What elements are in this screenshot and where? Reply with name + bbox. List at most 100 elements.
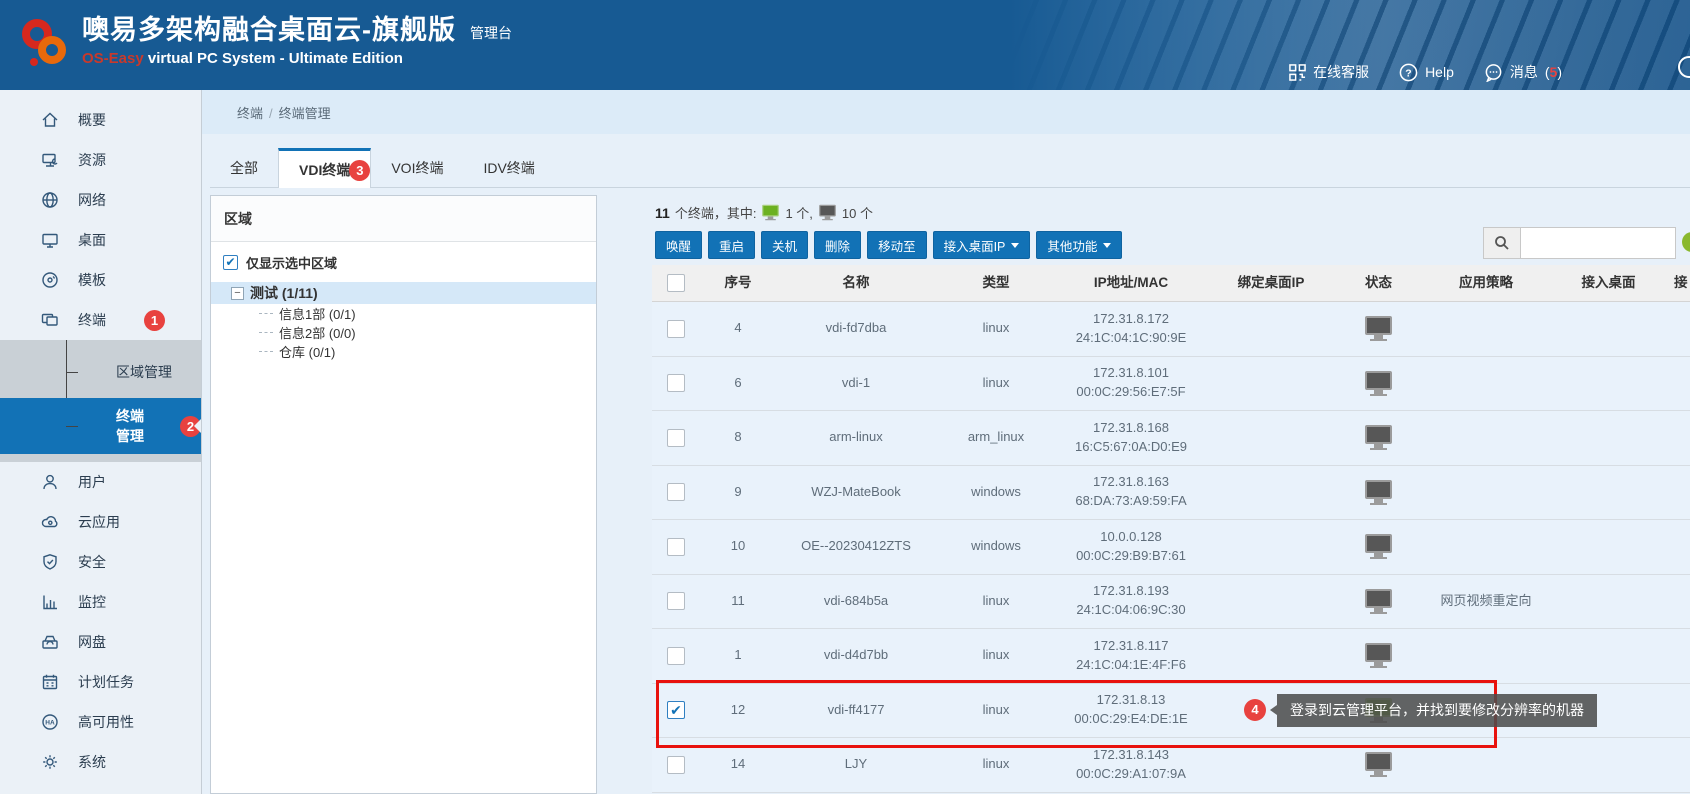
- row-checkbox[interactable]: [667, 537, 685, 556]
- row-checkbox[interactable]: [667, 319, 685, 338]
- sidebar-item-system[interactable]: 系统: [0, 742, 201, 782]
- online-count: 1 个,: [785, 206, 813, 221]
- row-checkbox[interactable]: [667, 701, 685, 720]
- clipped-avatar-icon[interactable]: [1678, 56, 1690, 78]
- shield-check-icon: [43, 554, 57, 570]
- terminal-list-area: 11 个终端，其中: 1 个, 10 个 唤醒 重启 关机 删除 移动至 接入桌…: [652, 203, 1690, 794]
- sidebar-item-netdisk[interactable]: 网盘: [0, 622, 201, 662]
- column-header-clipped: 接: [1674, 275, 1688, 291]
- row-checkbox[interactable]: [667, 374, 685, 393]
- sidebar-item-high-availability[interactable]: HA 高可用性: [0, 702, 201, 742]
- tab-label: VOI终端: [391, 159, 444, 176]
- tree-child-label: 信息2部 (0/0): [279, 326, 356, 341]
- online-support-link[interactable]: 在线客服: [1289, 62, 1369, 82]
- cell-access: [1551, 357, 1666, 411]
- tab-idv-terminal[interactable]: IDV终端: [463, 148, 554, 187]
- table-row[interactable]: 11 vdi-684b5a linux 172.31.8.193 24:1C:04…: [652, 574, 1690, 629]
- restart-button[interactable]: 重启: [708, 231, 756, 259]
- table-row[interactable]: 14 LJY linux 172.31.8.143 00:0C:29:A1:07:…: [652, 738, 1690, 793]
- sidebar-item-template[interactable]: 模板: [0, 260, 201, 300]
- more-functions-dropdown[interactable]: 其他功能: [1036, 231, 1123, 259]
- status-monitor-icon: [1365, 588, 1392, 614]
- tab-vdi-terminal[interactable]: VDI终端 3: [278, 148, 372, 188]
- tree-node-child[interactable]: 仓库 (0/1): [211, 342, 596, 361]
- cell-no: 12: [730, 701, 746, 717]
- search-input[interactable]: [1521, 227, 1676, 259]
- cell-access: [1551, 520, 1666, 574]
- message-bubble-icon: [1485, 63, 1502, 82]
- sidebar-item-network[interactable]: 网络: [0, 180, 201, 220]
- shutdown-button[interactable]: 关机: [761, 231, 809, 259]
- terminal-table: 序号 名称 类型 IP地址/MAC 绑定桌面IP 状态 应用策略 接入桌面 接 …: [652, 265, 1690, 793]
- sidebar-item-terminal-management[interactable]: 终端管理 2: [0, 398, 201, 454]
- tab-voi-terminal[interactable]: VOI终端: [371, 148, 463, 187]
- cell-no: 10: [730, 538, 746, 554]
- tree-node-root[interactable]: − 测试 (1/11): [211, 282, 596, 304]
- tree-root-label: 测试 (1/11): [250, 285, 318, 301]
- delete-button[interactable]: 删除: [814, 231, 862, 259]
- cell-bound-ip: [1206, 575, 1336, 629]
- table-row[interactable]: 10 OE--20230412ZTS windows 10.0.0.128 00:…: [652, 520, 1690, 575]
- table-row[interactable]: 6 vdi-1 linux 172.31.8.101 00:0C:29:56:E7…: [652, 356, 1690, 411]
- sidebar-item-region-management[interactable]: 区域管理: [0, 346, 201, 398]
- sidebar-item-users[interactable]: 用户: [0, 462, 201, 502]
- table-header-row: 序号 名称 类型 IP地址/MAC 绑定桌面IP 状态 应用策略 接入桌面 接: [652, 265, 1690, 302]
- cell-policy: [1421, 411, 1551, 465]
- sidebar-item-resources[interactable]: 资源: [0, 140, 201, 180]
- row-checkbox[interactable]: [667, 483, 685, 502]
- help-link[interactable]: ? Help: [1399, 63, 1454, 82]
- cell-name: vdi-1: [841, 374, 871, 390]
- cell-access: [1551, 575, 1666, 629]
- table-row[interactable]: 1 vdi-d4d7bb linux 172.31.8.117 24:1C:04:…: [652, 629, 1690, 684]
- tree-child-label: 仓库 (0/1): [279, 345, 336, 360]
- sidebar-item-desktop[interactable]: 桌面: [0, 220, 201, 260]
- show-selected-region-checkbox[interactable]: [223, 254, 238, 270]
- row-checkbox[interactable]: [667, 592, 685, 611]
- sidebar-item-scheduled-tasks[interactable]: 计划任务: [0, 662, 201, 702]
- table-row[interactable]: 9 WZJ-MateBook windows 172.31.8.163 68:DA…: [652, 465, 1690, 520]
- sidebar-item-terminal[interactable]: 终端 1: [0, 300, 201, 340]
- cell-no: 6: [734, 374, 742, 390]
- move-to-button[interactable]: 移动至: [867, 231, 927, 259]
- table-row[interactable]: 8 arm-linux arm_linux 172.31.8.168 16:C5:…: [652, 411, 1690, 466]
- status-monitor-icon: [1365, 643, 1392, 669]
- cell-access: [1551, 411, 1666, 465]
- breadcrumb: 终端 / 终端管理: [237, 103, 331, 122]
- breadcrumb-root[interactable]: 终端: [237, 106, 264, 121]
- home-icon: [42, 112, 58, 127]
- collapse-icon[interactable]: −: [231, 286, 244, 300]
- row-checkbox[interactable]: [667, 646, 685, 665]
- tab-bar: 全部 VDI终端 3 VOI终端 IDV终端: [210, 148, 1690, 188]
- search-button[interactable]: [1483, 227, 1521, 259]
- sidebar-label: 资源: [78, 152, 106, 168]
- status-monitor-icon: [1365, 479, 1392, 505]
- help-circle-icon: ?: [1399, 63, 1418, 81]
- cell-name: vdi-d4d7bb: [823, 647, 889, 663]
- sidebar-item-help[interactable]: ? 帮助: [0, 782, 201, 794]
- table-row[interactable]: 4 vdi-fd7dba linux 172.31.8.172 24:1C:04:…: [652, 302, 1690, 357]
- sidebar-item-cloud-apps[interactable]: 云应用: [0, 502, 201, 542]
- search-box: [1483, 227, 1676, 259]
- sidebar: 概要 资源 网络 桌面 模板 终端 1: [0, 90, 202, 794]
- cell-ip-mac: 172.31.8.163 68:DA:73:A9:59:FA: [1075, 474, 1187, 509]
- cell-type: linux: [982, 756, 1010, 772]
- tree-node-child[interactable]: 信息2部 (0/0): [211, 323, 596, 342]
- messages-link[interactable]: 消息 (5): [1484, 62, 1562, 82]
- row-checkbox[interactable]: [667, 428, 685, 447]
- row-checkbox[interactable]: [667, 755, 685, 774]
- column-header-name: 名称: [842, 275, 870, 291]
- sidebar-item-security[interactable]: 安全: [0, 542, 201, 582]
- cell-access: [1551, 629, 1666, 683]
- sidebar-item-overview[interactable]: 概要: [0, 100, 201, 140]
- region-filter-label: 仅显示选中区域: [246, 255, 338, 271]
- access-desktop-ip-dropdown[interactable]: 接入桌面IP: [932, 231, 1031, 259]
- wake-button[interactable]: 唤醒: [655, 231, 703, 259]
- tree-node-child[interactable]: 信息1部 (0/1): [211, 304, 596, 323]
- cell-ip-mac: 172.31.8.101 00:0C:29:56:E7:5F: [1076, 365, 1186, 400]
- bar-chart-icon: [43, 595, 57, 610]
- sidebar-item-monitoring[interactable]: 监控: [0, 582, 201, 622]
- select-all-checkbox[interactable]: [667, 274, 685, 292]
- tab-all[interactable]: 全部: [210, 148, 278, 187]
- clipped-help-dot-icon[interactable]: [1682, 232, 1690, 252]
